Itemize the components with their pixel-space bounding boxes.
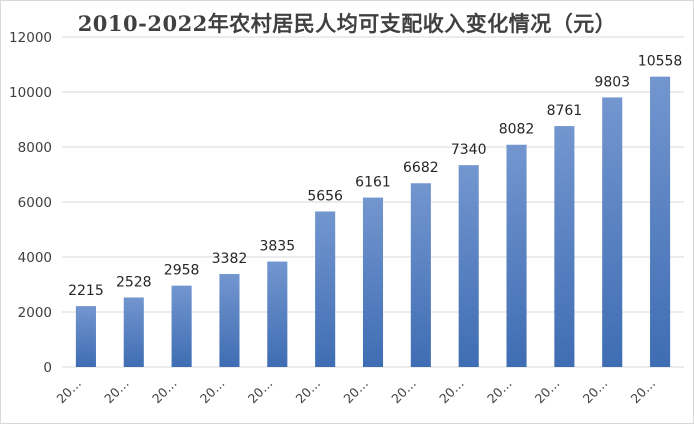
data-label: 6682 xyxy=(403,160,439,176)
bar xyxy=(650,76,671,367)
y-tick-label: 0 xyxy=(43,360,52,376)
bar xyxy=(458,165,479,367)
data-label: 8761 xyxy=(547,103,583,119)
data-labels: 2215 2528 2958 3382 3835 5656 6161 6682 7340 8082… xyxy=(68,54,682,299)
x-tick-label: 20… xyxy=(293,376,324,407)
bar xyxy=(267,261,288,367)
bar xyxy=(602,97,623,367)
y-tick-label: 8000 xyxy=(18,140,52,156)
x-tick-label: 20… xyxy=(388,376,419,407)
x-tick-label: 20… xyxy=(628,376,659,407)
bar xyxy=(362,197,384,367)
x-tick-label: 20… xyxy=(149,376,180,407)
data-label: 3835 xyxy=(259,239,295,255)
bar xyxy=(315,211,336,367)
y-tick-label: 12000 xyxy=(9,30,52,46)
x-tick-label: 20… xyxy=(436,376,467,407)
x-tick-label: 20… xyxy=(532,376,563,407)
x-tick-label: 20… xyxy=(53,376,84,407)
y-tick-label: 2000 xyxy=(18,305,52,321)
data-label: 9803 xyxy=(594,74,630,90)
y-tick-label: 4000 xyxy=(18,250,52,266)
data-label: 8082 xyxy=(499,122,535,138)
bar xyxy=(75,306,96,367)
y-tick-label: 6000 xyxy=(18,195,52,211)
x-tick-label: 20… xyxy=(340,376,371,407)
bar xyxy=(410,183,431,367)
chart-title: 2010-2022年农村居民人均可支配收入变化情况（元） xyxy=(77,11,617,36)
x-tick-label: 20… xyxy=(197,376,228,407)
bar xyxy=(506,144,527,367)
x-tick-label: 20… xyxy=(101,376,132,407)
bar xyxy=(219,273,240,367)
x-tick-label: 20… xyxy=(484,376,515,407)
bar xyxy=(554,126,575,367)
data-label: 2958 xyxy=(164,263,200,279)
data-label: 3382 xyxy=(212,251,248,267)
data-label: 2528 xyxy=(116,274,152,290)
x-axis-ticks: 20… 20… 20… 20… 20… 20… 20… 20… 20… 20… 20… 20… 20… xyxy=(53,376,658,407)
x-tick-label: 20… xyxy=(245,376,276,407)
data-label: 6161 xyxy=(355,175,391,191)
data-label: 10558 xyxy=(638,54,683,70)
data-label: 2215 xyxy=(68,283,104,299)
y-axis-ticks: 0 2000 4000 6000 8000 10000 12000 xyxy=(9,30,52,376)
x-tick-label: 20… xyxy=(580,376,611,407)
bars xyxy=(75,76,671,367)
bar xyxy=(123,297,144,367)
data-label: 7340 xyxy=(451,142,487,158)
data-label: 5656 xyxy=(307,188,343,204)
bar xyxy=(171,285,192,367)
y-tick-label: 10000 xyxy=(9,85,52,101)
